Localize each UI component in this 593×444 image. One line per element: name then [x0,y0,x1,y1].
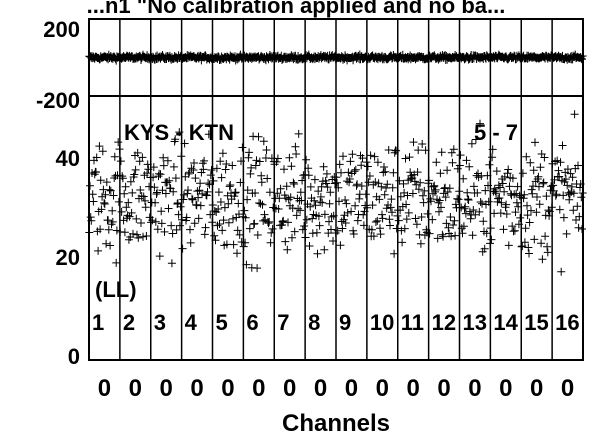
x-tick-label: 0 [221,375,234,402]
x-tick-label: 0 [190,375,203,402]
amplitude-ytick-20: 20 [56,245,80,270]
x-tick-label: 0 [499,375,512,402]
channel-number-label: 15 [524,310,548,335]
x-tick-label: 0 [437,375,450,402]
x-tick-label: 0 [129,375,142,402]
channel-number-label: 14 [493,310,518,335]
x-tick-label: 0 [160,375,173,402]
x-tick-label: 0 [376,375,389,402]
phase-panel: 200 -200 [36,17,587,113]
phase-markers [85,50,587,65]
polarization-label: (LL) [95,277,137,302]
x-tick-label: 0 [98,375,111,402]
amplitude-ytick-0: 0 [68,344,80,369]
channel-number-label: 8 [308,310,320,335]
channel-number-label: 12 [432,310,456,335]
phase-ytick-top: 200 [43,17,80,42]
channel-number-labels: 1 2 3 4 5 6 7 8 9 10 11 12 13 14 15 16 [92,310,580,335]
x-tick-label: 0 [252,375,265,402]
phase-points [85,50,587,65]
amplitude-markers [85,110,587,276]
figure-title: ...n1 "No calibration applied and no ba.… [87,0,506,18]
x-tick-label: 0 [345,375,358,402]
channel-number-label: 4 [185,310,198,335]
phase-ytick-bottom: -200 [36,88,80,113]
channel-number-label: 3 [154,310,166,335]
x-tick-label: 0 [561,375,574,402]
x-tick-label: 0 [407,375,420,402]
x-axis-label: Channels [282,410,390,437]
channel-number-label: 16 [555,310,579,335]
channel-number-label: 6 [246,310,258,335]
x-tick-label: 0 [283,375,296,402]
channel-number-label: 10 [370,310,394,335]
amplitude-panel: 40 20 0 KYS - KTN 5 - 7 (LL) 1 2 3 4 5 6 7 8 9 10… [56,95,587,369]
channel-number-label: 5 [216,310,228,335]
x-tick-label: 0 [530,375,543,402]
x-tick-label: 0 [314,375,327,402]
x-tick-label: 0 [468,375,481,402]
channel-number-label: 7 [277,310,289,335]
channel-range-label: 5 - 7 [474,120,518,145]
channel-number-label: 11 [401,310,424,335]
baseline-label: KYS - KTN [124,120,234,145]
channel-number-label: 9 [339,310,351,335]
amplitude-ytick-40: 40 [56,146,80,171]
channel-number-label: 13 [463,310,487,335]
channel-number-label: 2 [123,310,135,335]
channel-number-label: 1 [92,310,104,335]
amplitude-points [85,110,587,276]
